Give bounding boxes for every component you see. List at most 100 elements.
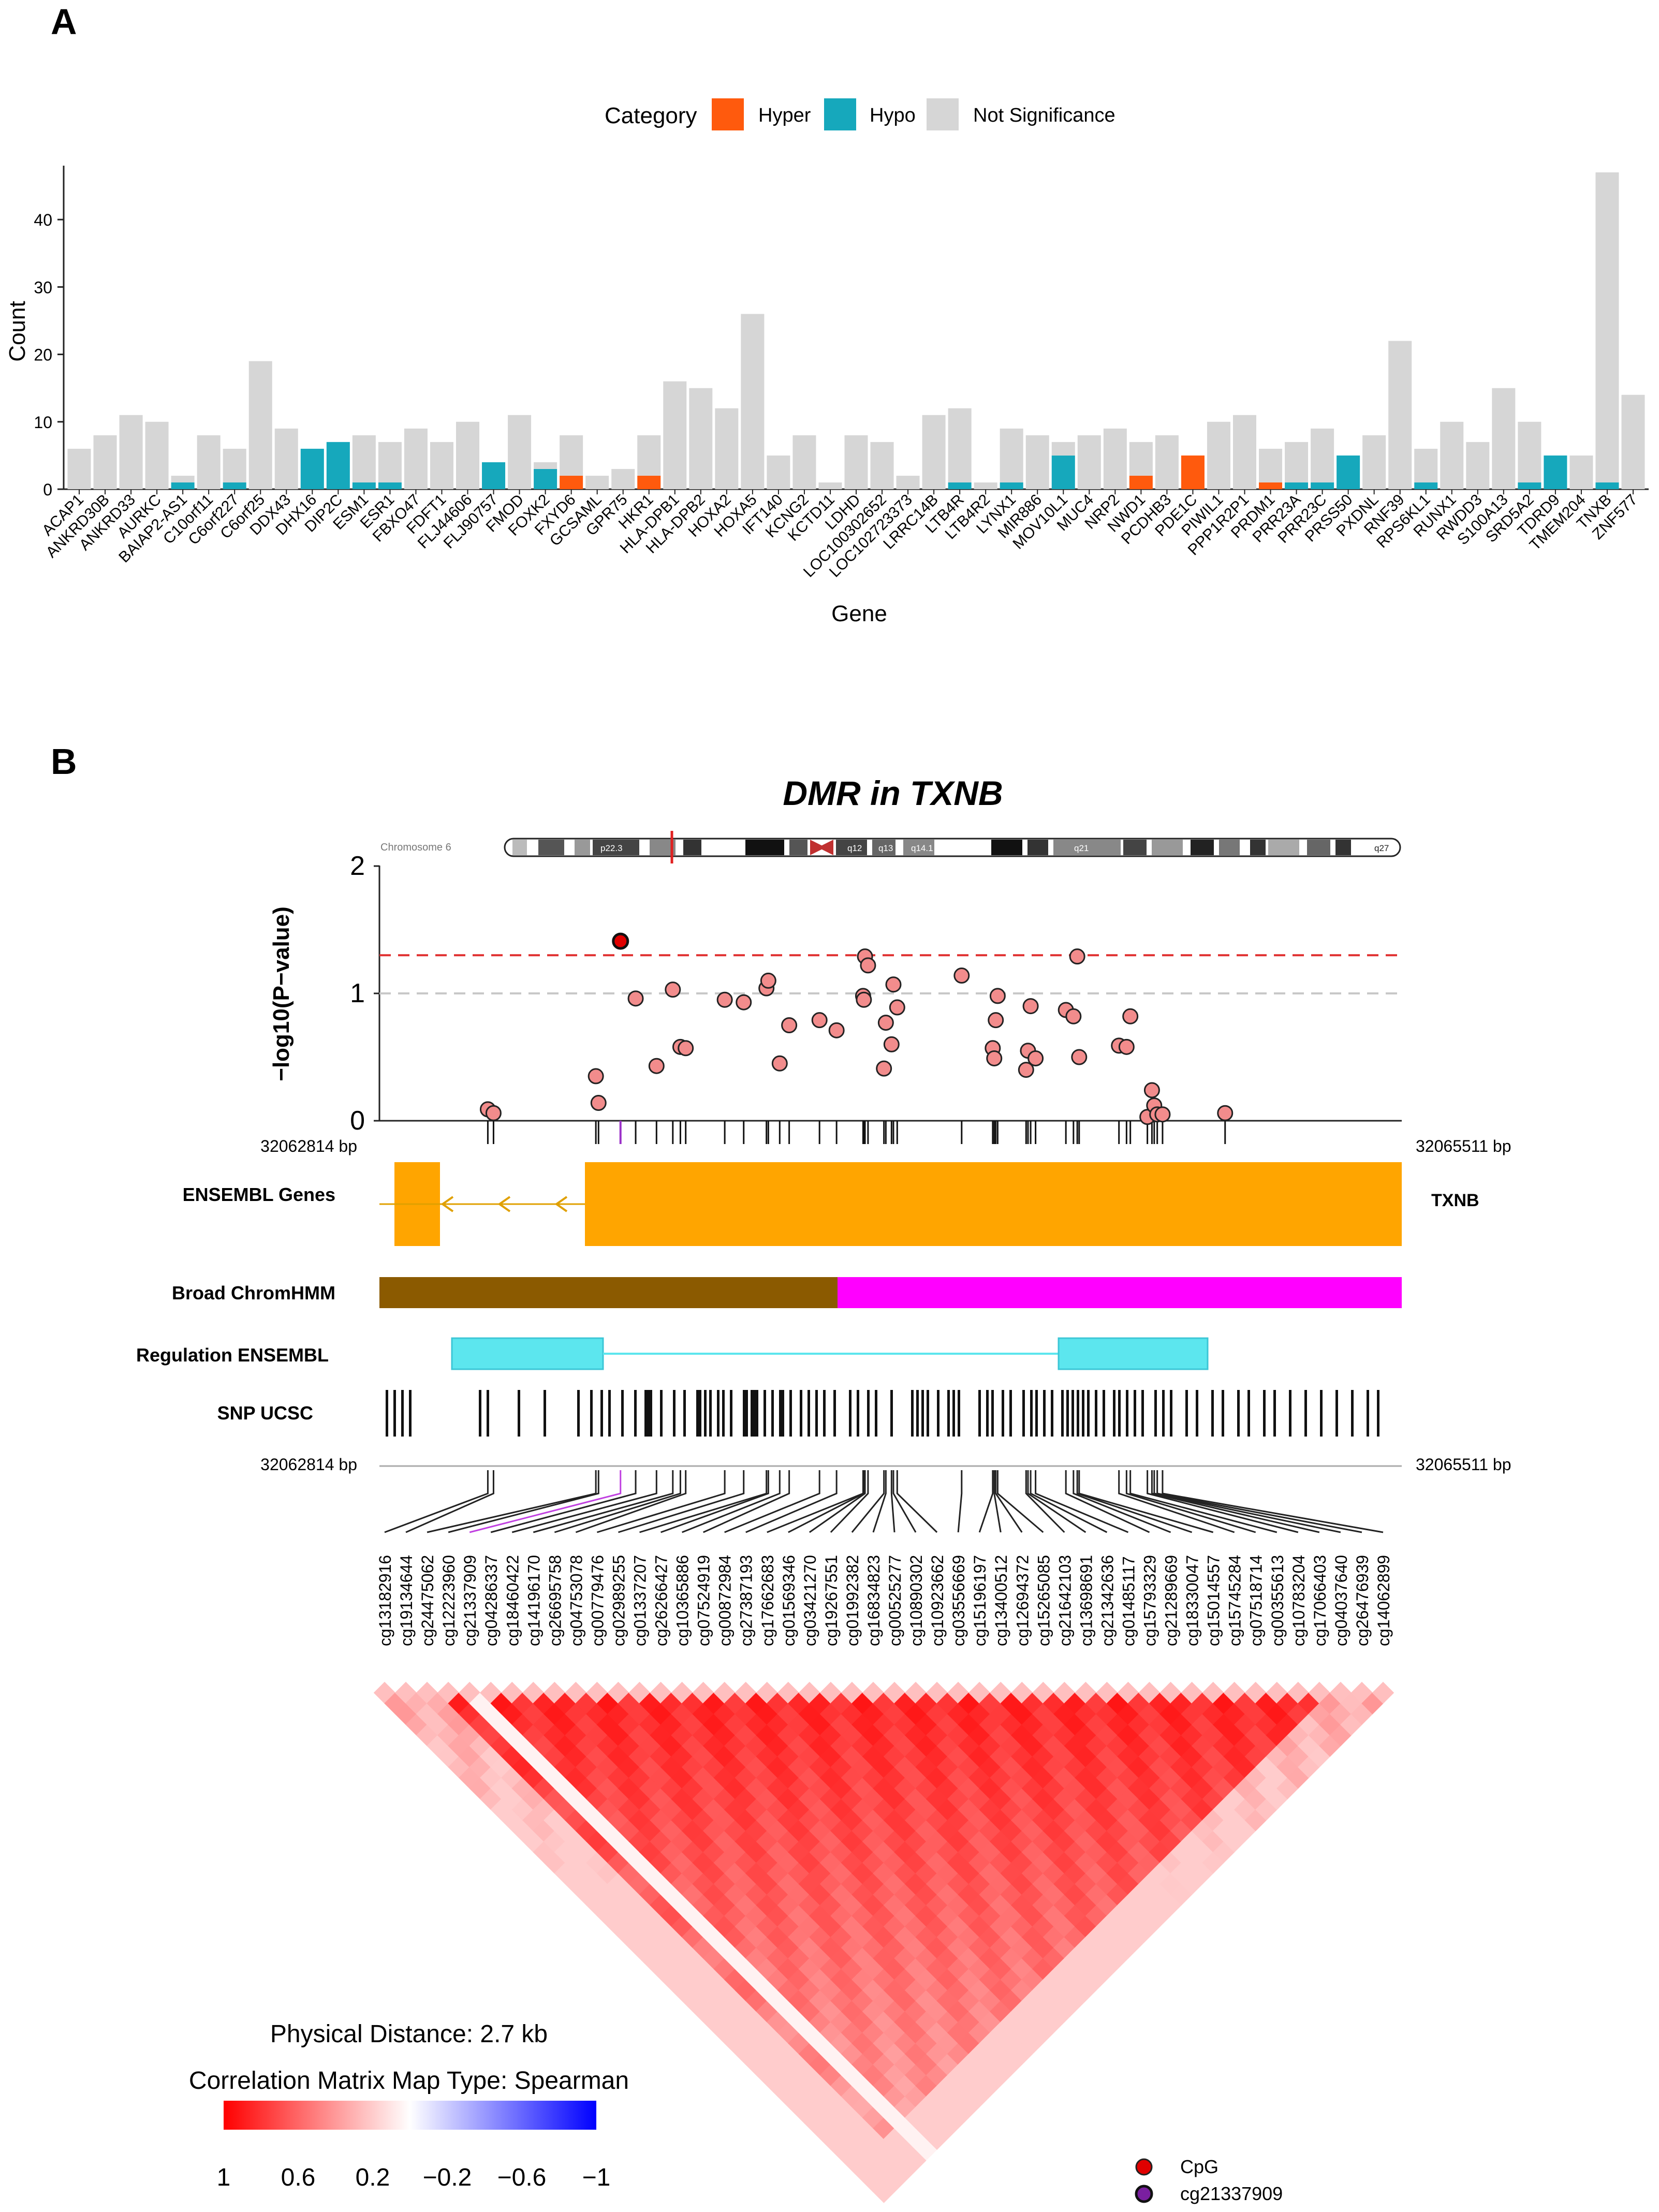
snp-mark bbox=[1289, 1390, 1291, 1437]
band-q13: q13 bbox=[878, 843, 893, 853]
legend-title: Category bbox=[605, 103, 697, 128]
legend-cpg-marker bbox=[1135, 2158, 1153, 2176]
snp-mark bbox=[808, 1390, 810, 1437]
bar-not-significance bbox=[741, 314, 765, 489]
cpg-point bbox=[760, 972, 776, 989]
cpg-point bbox=[678, 1040, 694, 1057]
snp-mark bbox=[1082, 1390, 1084, 1437]
bar-not-significance bbox=[1518, 421, 1541, 482]
cpg-point bbox=[989, 988, 1006, 1004]
snp-mark bbox=[1009, 1390, 1012, 1437]
cpg-connector bbox=[469, 1470, 622, 1533]
bar-not-significance bbox=[1103, 428, 1127, 489]
cpg-label: cg18460422 bbox=[503, 1555, 522, 1646]
bar-not-significance bbox=[1077, 435, 1101, 489]
cpg-label: cg13698691 bbox=[1077, 1555, 1095, 1646]
cpg-point bbox=[885, 976, 902, 993]
bar-not-significance bbox=[508, 415, 532, 489]
bar-y-tick-label: 10 bbox=[34, 413, 52, 432]
snp-mark bbox=[1185, 1390, 1188, 1437]
snp-mark bbox=[409, 1390, 412, 1437]
cpg-label: cg12223960 bbox=[439, 1555, 458, 1646]
cpg-point bbox=[1069, 948, 1085, 965]
track-label-chromhmm: Broad ChromHMM bbox=[172, 1282, 335, 1303]
cpg-point bbox=[856, 991, 872, 1008]
cpg-connector bbox=[1065, 1470, 1150, 1533]
snp-mark bbox=[1273, 1390, 1276, 1437]
snp-mark bbox=[764, 1390, 766, 1437]
bar-not-significance bbox=[223, 448, 246, 482]
cpg-point bbox=[988, 1012, 1004, 1029]
bar-not-significance bbox=[792, 435, 816, 489]
bar-hypo bbox=[948, 482, 972, 489]
snp-mark bbox=[952, 1390, 955, 1437]
bar-not-significance bbox=[818, 482, 842, 489]
snp-mark bbox=[815, 1390, 818, 1437]
bar-hypo bbox=[1285, 482, 1309, 489]
cpg-connector bbox=[1035, 1470, 1129, 1533]
cpg-point bbox=[1154, 1106, 1171, 1123]
bar-not-significance bbox=[1155, 435, 1179, 489]
snp-mark bbox=[386, 1390, 388, 1437]
snp-mark bbox=[991, 1390, 994, 1437]
cpg-point bbox=[953, 968, 970, 984]
bar-not-significance bbox=[560, 435, 583, 476]
bar-hypo bbox=[1051, 455, 1075, 489]
snp-mark bbox=[1367, 1390, 1369, 1437]
bar-not-significance bbox=[1362, 435, 1386, 489]
snp-mark bbox=[600, 1390, 603, 1437]
cpg-connector bbox=[405, 1470, 494, 1533]
cpg-point bbox=[1071, 1049, 1088, 1065]
cpg-label: cg15265085 bbox=[1034, 1555, 1053, 1646]
physical-distance: Physical Distance: 2.7 kb bbox=[270, 2020, 548, 2048]
cpg-point bbox=[716, 991, 733, 1008]
cpg-label: cg16834823 bbox=[864, 1555, 883, 1646]
cpg-point bbox=[1118, 1038, 1135, 1055]
cpg-label: cg15793329 bbox=[1141, 1555, 1159, 1646]
scatter-y-label: −log10(P−value) bbox=[269, 906, 294, 1081]
panel-a-letter: A bbox=[51, 2, 77, 42]
cpg-connector bbox=[996, 1470, 1044, 1533]
bar-hypo bbox=[223, 482, 246, 489]
snp-mark bbox=[644, 1390, 647, 1437]
cpg-label: cg03421270 bbox=[801, 1555, 819, 1646]
cpg-connector bbox=[1118, 1470, 1235, 1533]
snp-mark bbox=[823, 1390, 826, 1437]
snp-mark bbox=[1335, 1390, 1338, 1437]
snp-mark bbox=[958, 1390, 960, 1437]
legend-hyper-label: Hyper bbox=[758, 105, 811, 126]
legend-hypo-label: Hypo bbox=[870, 105, 916, 126]
bar-not-significance bbox=[1595, 172, 1619, 482]
cpg-connector bbox=[1073, 1470, 1171, 1533]
snp-mark bbox=[1103, 1390, 1105, 1437]
snp-mark bbox=[743, 1390, 745, 1437]
snp-mark bbox=[867, 1390, 870, 1437]
bar-not-significance bbox=[663, 381, 687, 489]
snp-mark bbox=[1113, 1390, 1115, 1437]
cpg-label: cg14062899 bbox=[1374, 1555, 1393, 1646]
snp-mark bbox=[833, 1390, 836, 1437]
snp-mark bbox=[683, 1390, 686, 1437]
cpg-point bbox=[590, 1095, 607, 1111]
cpg-point bbox=[736, 994, 752, 1010]
cpg-connector bbox=[554, 1470, 681, 1533]
snp-mark bbox=[730, 1390, 732, 1437]
cpg-connector bbox=[1027, 1470, 1087, 1533]
cpg-connector bbox=[703, 1470, 790, 1533]
bar-not-significance bbox=[1440, 421, 1464, 489]
cpg-connector bbox=[1030, 1470, 1108, 1533]
cpg-connector bbox=[448, 1470, 599, 1533]
cpg-label: cg00872984 bbox=[716, 1555, 735, 1646]
bar-not-significance bbox=[1285, 442, 1309, 482]
legend-cg21337909-marker bbox=[1135, 2185, 1153, 2203]
bar-y-tick-label: 30 bbox=[34, 278, 52, 297]
bar-not-significance bbox=[1414, 448, 1438, 482]
bar-hyper bbox=[1181, 455, 1205, 489]
bar-not-significance bbox=[430, 442, 453, 489]
cpg-point bbox=[877, 1015, 894, 1031]
scale-tick-1: 1 bbox=[217, 2164, 231, 2191]
bar-not-significance bbox=[922, 415, 946, 489]
cpg-connector bbox=[1078, 1470, 1214, 1533]
snp-mark bbox=[518, 1390, 520, 1437]
cpg-label: cg13400512 bbox=[992, 1555, 1010, 1646]
